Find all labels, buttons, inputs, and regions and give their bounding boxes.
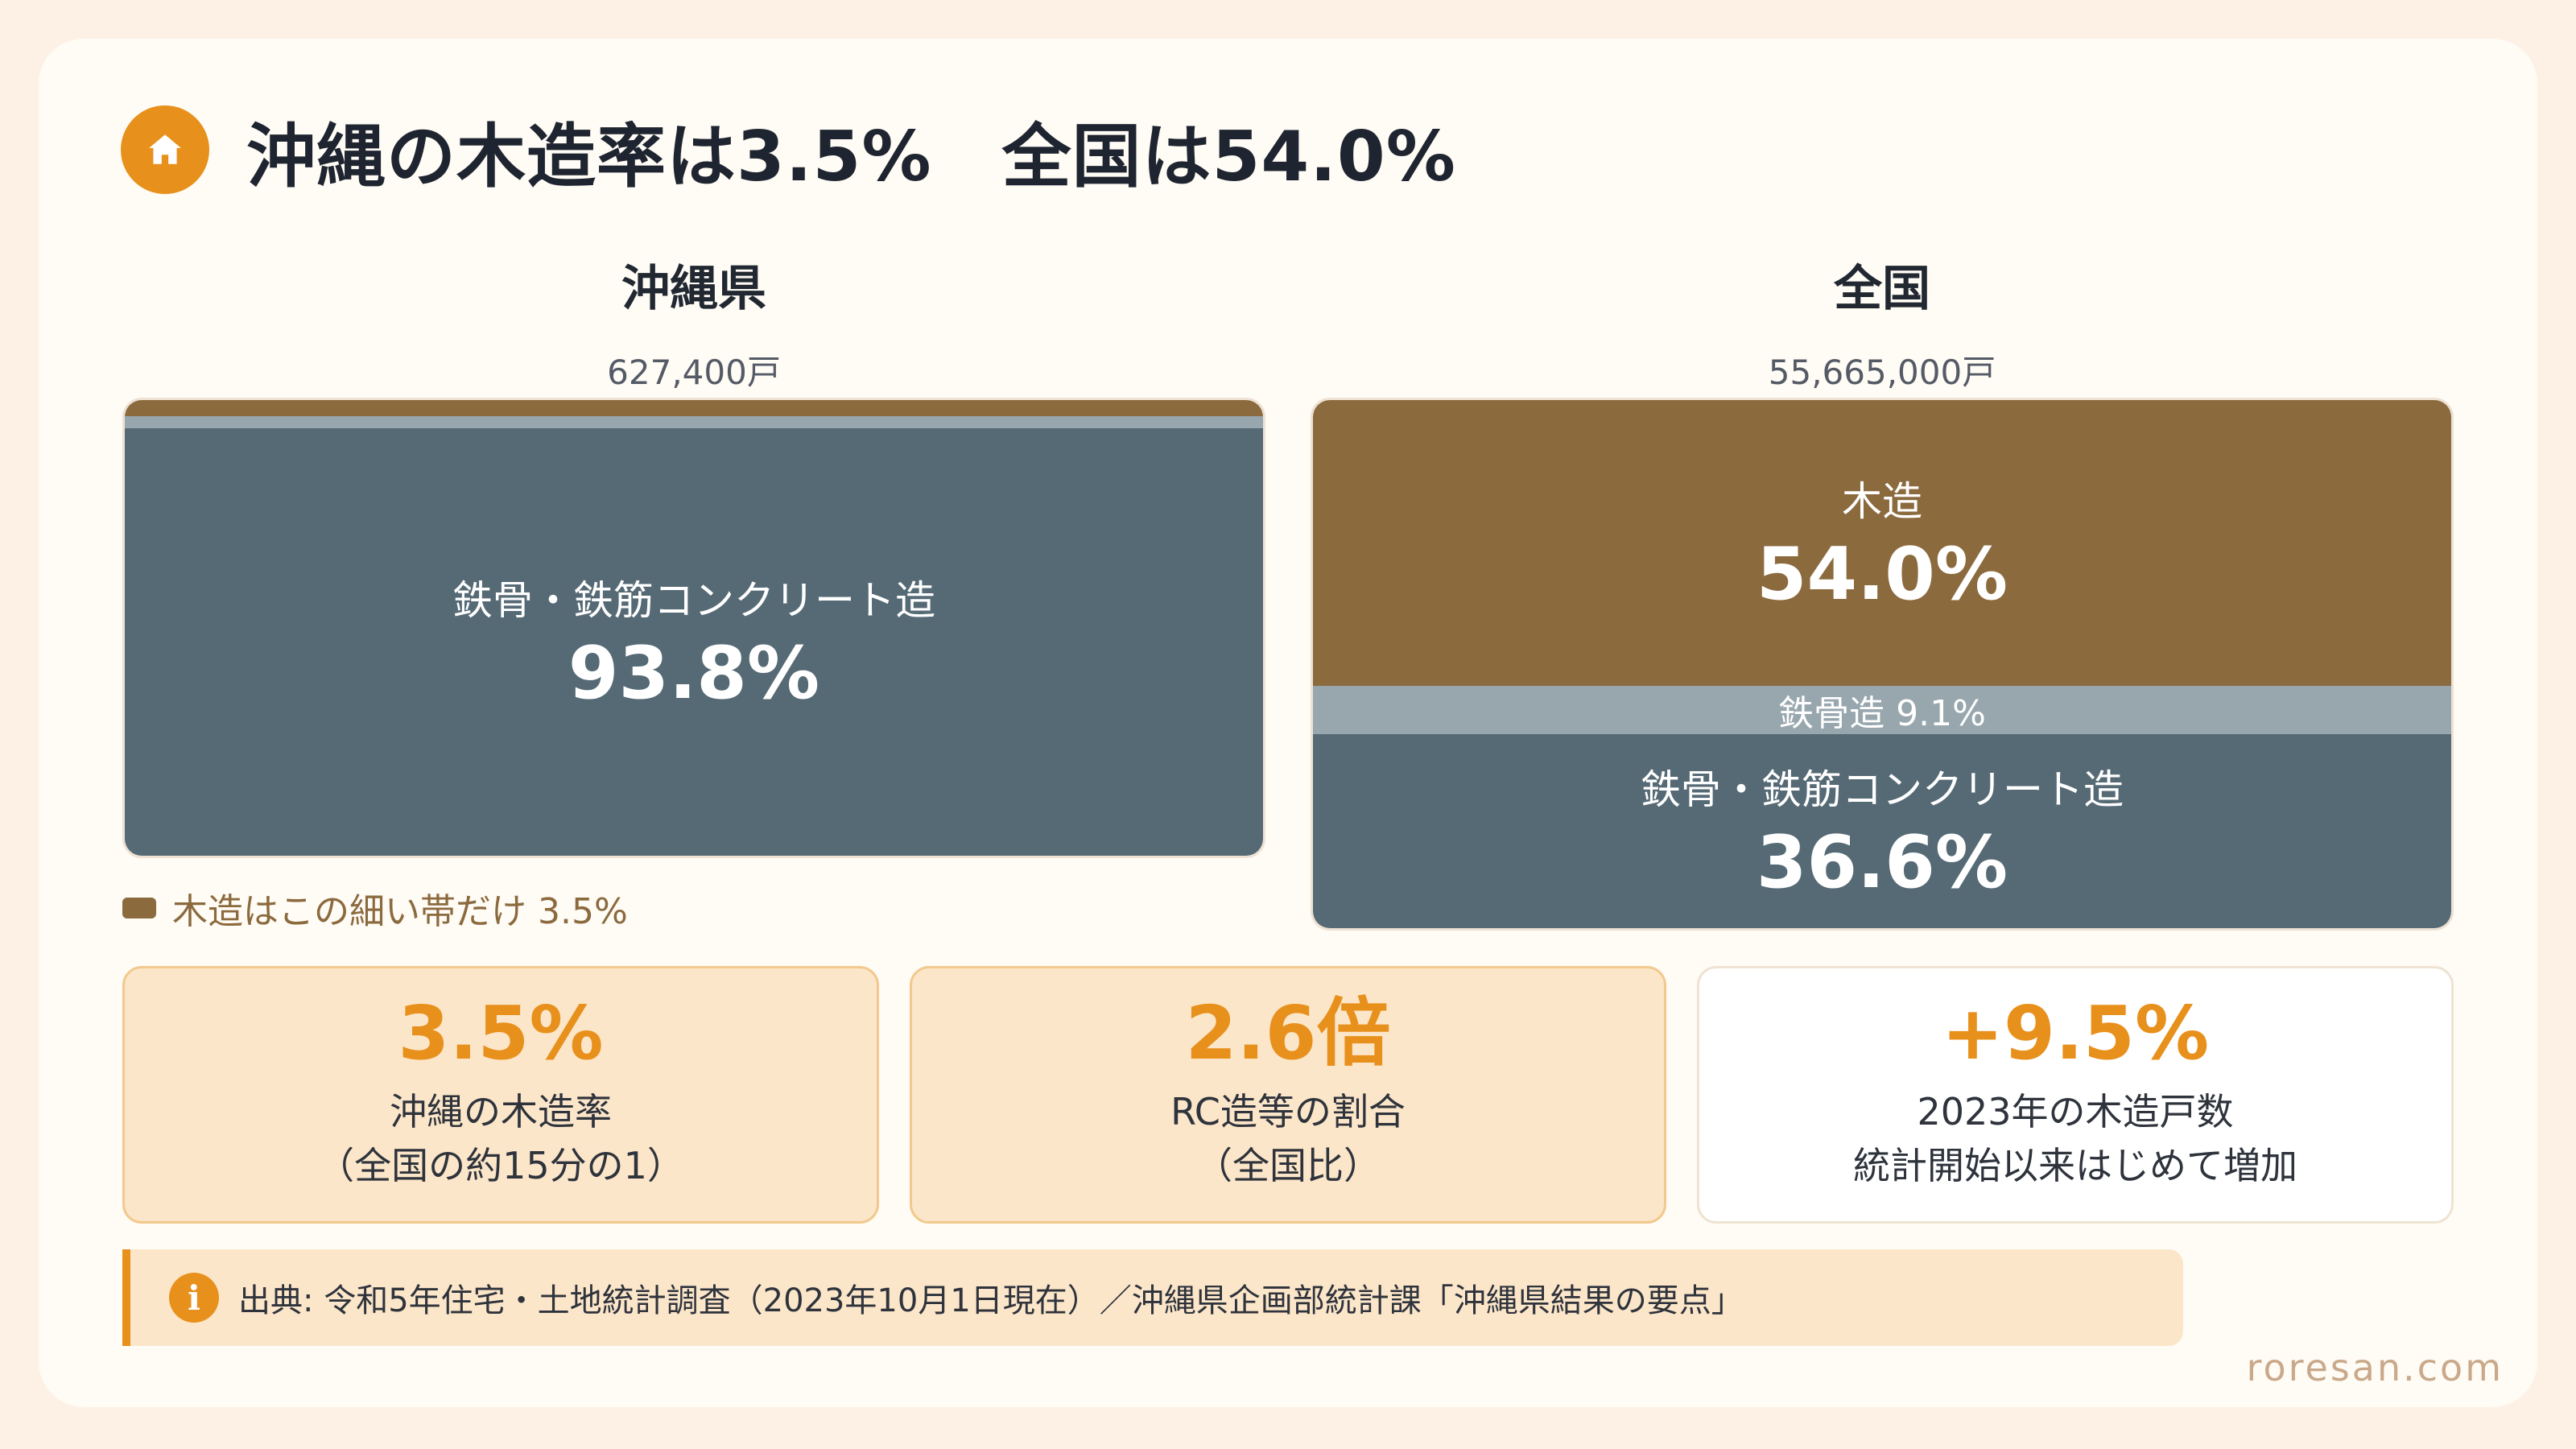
wood-swatch: [122, 898, 156, 919]
stat-label: 2023年の木造戸数: [1917, 1090, 2234, 1134]
home-icon: [121, 105, 209, 194]
okinawa-rc-segment: 鉄骨・鉄筋コンクリート造 93.8%: [125, 428, 1263, 856]
national-wood-value: 54.0%: [1756, 532, 2008, 617]
national-wood-label: 木造: [1842, 478, 1922, 526]
stat-value: 2.6倍: [1185, 990, 1391, 1076]
national-rc-segment: 鉄骨・鉄筋コンクリート造 36.6%: [1313, 734, 2451, 928]
stat-label: RC造等の割合: [1170, 1090, 1406, 1134]
stat-sublabel: （全国比）: [1195, 1143, 1381, 1187]
okinawa-stacked-bar: 鉄骨・鉄筋コンクリート造 93.8%: [122, 398, 1265, 858]
stat-label: 沖縄の木造率: [390, 1090, 612, 1134]
national-wood-segment: 木造 54.0%: [1313, 400, 2451, 687]
national-name: 全国: [1834, 261, 1930, 317]
okinawa-wood-note: 木造はこの細い帯だけ 3.5%: [122, 882, 628, 934]
stat-card-okinawa-wood-rate: 3.5% 沖縄の木造率 （全国の約15分の1）: [122, 966, 879, 1224]
national-steel-label: 鉄骨造 9.1%: [1778, 693, 1986, 735]
okinawa-wood-note-text: 木造はこの細い帯だけ 3.5%: [172, 891, 628, 932]
okinawa-rc-label: 鉄骨・鉄筋コンクリート造: [452, 577, 935, 625]
okinawa-header: 沖縄県 627,400戸: [122, 250, 1265, 394]
national-rc-label: 鉄骨・鉄筋コンクリート造: [1641, 766, 2124, 814]
national-steel-segment: 鉄骨造 9.1%: [1313, 686, 2451, 734]
okinawa-wood-segment: [125, 400, 1263, 416]
source-note: i 出典: 令和5年住宅・土地統計調査（2023年10月1日現在）／沖縄県企画部…: [122, 1249, 2183, 1346]
info-icon: i: [169, 1273, 219, 1323]
title-row: 沖縄の木造率は3.5% 全国は54.0%: [121, 101, 1456, 198]
okinawa-rc-value: 93.8%: [568, 631, 820, 716]
stat-sublabel: （全国の約15分の1）: [317, 1143, 684, 1187]
national-total: 55,665,000戸: [1768, 353, 1996, 392]
stat-card-wood-increase: +9.5% 2023年の木造戸数 統計開始以来はじめて増加: [1697, 966, 2454, 1224]
stat-sublabel: 統計開始以来はじめて増加: [1853, 1143, 2297, 1187]
stat-card-rc-ratio: 2.6倍 RC造等の割合 （全国比）: [910, 966, 1666, 1224]
okinawa-name: 沖縄県: [621, 261, 766, 317]
stat-value: +9.5%: [1941, 990, 2210, 1076]
national-stacked-bar: 木造 54.0% 鉄骨造 9.1% 鉄骨・鉄筋コンクリート造 36.6%: [1311, 398, 2454, 931]
page-title: 沖縄の木造率は3.5% 全国は54.0%: [246, 116, 1456, 197]
national-header: 全国 55,665,000戸: [1311, 250, 2454, 394]
okinawa-steel-segment: [125, 415, 1263, 429]
watermark: roresan.com: [2246, 1346, 2504, 1389]
national-rc-value: 36.6%: [1756, 820, 2008, 906]
source-text: 出典: 令和5年住宅・土地統計調査（2023年10月1日現在）／沖縄県企画部統計…: [238, 1282, 1744, 1319]
okinawa-total: 627,400戸: [607, 353, 781, 392]
stat-value: 3.5%: [398, 990, 604, 1076]
